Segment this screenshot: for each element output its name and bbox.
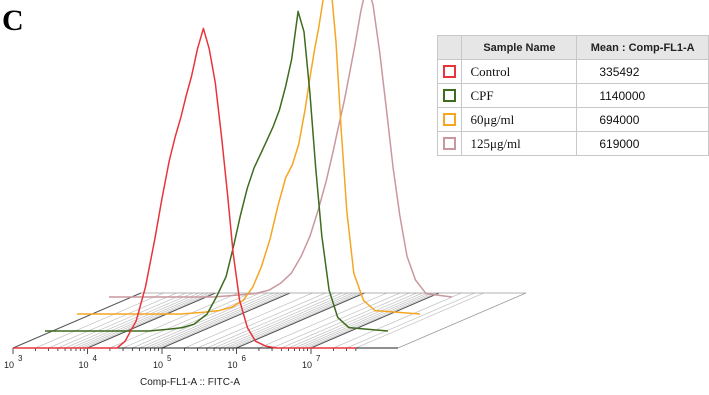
floor-minor-gridline	[122, 292, 252, 349]
legend-swatch	[443, 136, 457, 150]
series-line-cpf	[45, 10, 388, 332]
floor-major-gridline	[236, 292, 365, 349]
x-tick-exponent: 6	[242, 354, 247, 363]
floor-minor-gridline	[57, 292, 186, 349]
floor-minor-gridline	[294, 292, 423, 349]
legend-header-swatch	[436, 35, 463, 60]
legend-header-sample-name: Sample Name	[461, 35, 578, 60]
floor-minor-gridline	[224, 292, 354, 349]
legend-mean-value: 335492	[576, 59, 709, 84]
floor-minor-gridline	[303, 292, 432, 349]
floor-minor-gridline	[80, 292, 209, 349]
floor-minor-gridline	[154, 292, 283, 349]
legend-row: 60μg/ml 694000	[436, 107, 709, 132]
floor-minor-gridline	[288, 292, 417, 349]
legend-swatch	[443, 112, 457, 126]
floor-minor-gridline	[109, 292, 239, 349]
series-line-60-g-ml	[77, 0, 420, 315]
x-tick-label: 10	[302, 360, 312, 370]
legend-mean-value: 619000	[576, 131, 709, 156]
legend-swatch-cell	[436, 83, 463, 108]
legend-header-row: Sample Name Mean : Comp-FL1-A	[436, 35, 709, 60]
legend-sample-name: Control	[461, 59, 578, 84]
histogram-curves	[13, 0, 452, 349]
offset-floor-grid	[12, 292, 527, 349]
x-tick-exponent: 5	[167, 354, 172, 363]
sample-legend-table: Sample Name Mean : Comp-FL1-A Control 335…	[436, 35, 709, 156]
series-line-125-g-ml	[109, 0, 452, 298]
floor-minor-gridline	[83, 292, 213, 349]
x-tick-exponent: 3	[18, 354, 23, 363]
x-tick-exponent: 7	[316, 354, 321, 363]
floor-major-gridline	[310, 292, 440, 349]
floor-minor-gridline	[145, 292, 274, 349]
x-axis-label: Comp-FL1-A :: FITC-A	[140, 377, 240, 388]
floor-minor-gridline	[355, 292, 484, 349]
floor-minor-gridline	[150, 292, 279, 349]
legend-row: Control 335492	[436, 59, 709, 84]
floor-minor-gridline	[158, 292, 287, 349]
floor-minor-gridline	[197, 292, 326, 349]
x-tick-exponent: 4	[93, 354, 98, 363]
series-line-control	[13, 27, 356, 349]
x-tick-label: 10	[227, 360, 237, 370]
floor-minor-gridline	[229, 292, 358, 349]
legend-row: 125μg/ml 619000	[436, 131, 709, 156]
floor-minor-gridline	[75, 292, 205, 349]
floor-minor-gridline	[35, 292, 164, 349]
floor-minor-gridline	[271, 292, 401, 349]
legend-header-mean: Mean : Comp-FL1-A	[576, 35, 709, 60]
x-tick-label: 10	[4, 360, 14, 370]
legend-sample-name: 60μg/ml	[461, 107, 578, 132]
floor-minor-gridline	[307, 292, 436, 349]
legend-swatch-cell	[436, 107, 463, 132]
floor-minor-gridline	[333, 292, 462, 349]
floor-minor-gridline	[213, 292, 343, 349]
legend-swatch-cell	[436, 59, 463, 84]
legend-sample-name: 125μg/ml	[461, 131, 578, 156]
floor-minor-gridline	[206, 292, 335, 349]
floor-major-gridline	[161, 292, 291, 349]
x-tick-label: 10	[78, 360, 88, 370]
floor-major-gridline	[87, 292, 216, 349]
floor-minor-gridline	[139, 292, 268, 349]
floor-minor-gridline	[219, 292, 349, 349]
legend-row: CPF 1140000	[436, 83, 709, 108]
floor-edge	[397, 292, 527, 349]
floor-minor-gridline	[70, 292, 200, 349]
legend-swatch-cell	[436, 131, 463, 156]
floor-minor-gridline	[184, 292, 313, 349]
legend-swatch	[443, 88, 457, 102]
x-axis: 10 3 10 4 10 5 10 6 10 7	[4, 347, 398, 370]
floor-minor-gridline	[48, 292, 177, 349]
floor-minor-gridline	[346, 292, 475, 349]
floor-minor-gridline	[281, 292, 410, 349]
legend-swatch	[443, 64, 457, 78]
floor-minor-gridline	[299, 292, 428, 349]
legend-sample-name: CPF	[461, 83, 578, 108]
panel-label: C	[2, 4, 24, 37]
floor-minor-gridline	[64, 292, 194, 349]
legend-mean-value: 694000	[576, 107, 709, 132]
floor-major-gridline	[12, 292, 142, 349]
x-tick-label: 10	[153, 360, 163, 370]
legend-mean-value: 1140000	[576, 83, 709, 108]
